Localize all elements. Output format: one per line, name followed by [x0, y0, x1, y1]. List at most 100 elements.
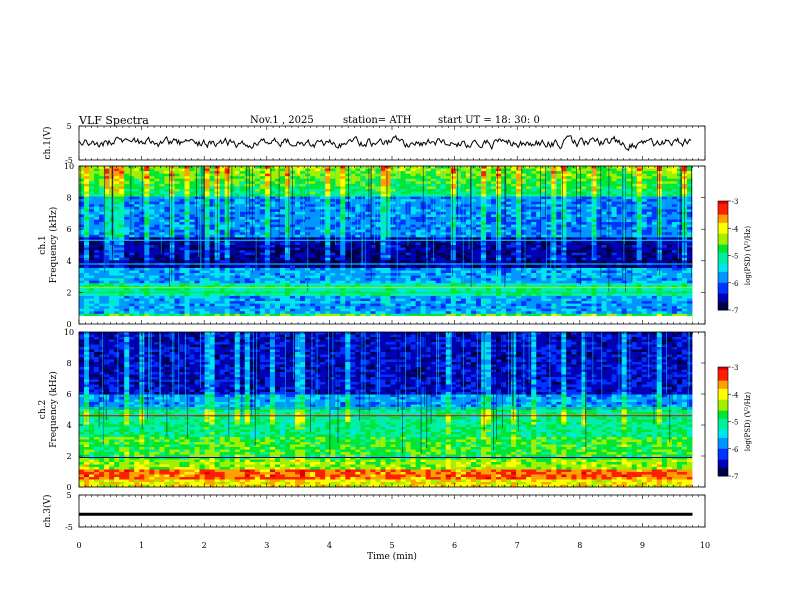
spectrogram-cell: [385, 293, 391, 297]
spectrogram-cell: [370, 183, 376, 187]
spectrogram-cell: [219, 168, 226, 172]
spectrogram-cell: [375, 206, 381, 210]
spectrogram-cell: [199, 306, 206, 310]
spectrogram-cell: [94, 283, 100, 287]
spectrogram-cell: [455, 252, 462, 256]
spectrogram-cell: [340, 171, 346, 175]
spectrogram-cell: [234, 199, 241, 203]
spectrogram-cell: [169, 306, 175, 310]
spectrogram-cell: [475, 188, 482, 192]
spectrogram-cell: [269, 176, 276, 180]
spectrogram-cell: [335, 204, 341, 208]
spectrogram-cell: [375, 295, 381, 299]
spectrogram-cell: [239, 204, 246, 208]
spectrogram-cell: [430, 293, 437, 297]
spectrogram-cell: [164, 301, 170, 305]
spectrogram-cell: [295, 306, 301, 310]
spectrogram-cell: [390, 229, 396, 233]
spectrogram-cell: [144, 222, 150, 226]
spectrogram-cell: [234, 280, 241, 284]
spectrogram-cell: [89, 188, 95, 192]
spectrogram-cell: [204, 278, 211, 282]
spectrogram-cell: [114, 171, 120, 175]
spectrogram-cell: [420, 298, 427, 302]
spectrogram-cell: [144, 301, 150, 305]
spectrogram-cell: [139, 242, 145, 246]
spectrogram-cell: [79, 242, 85, 246]
spectrogram-cell: [470, 168, 477, 172]
spectrogram-cell: [290, 280, 296, 284]
spectrogram-cell: [84, 191, 90, 195]
spectrogram-cell: [320, 288, 326, 292]
spectrogram-cell: [224, 181, 231, 185]
spectrogram-cell: [259, 303, 266, 307]
spectrogram-cell: [219, 303, 226, 307]
spectrogram-cell: [425, 308, 432, 312]
spectrogram-cell: [355, 245, 361, 248]
spectrogram-cell: [350, 255, 356, 259]
spectrogram-cell: [380, 293, 386, 297]
spectrogram-cell: [114, 214, 120, 218]
spectrogram-cell: [189, 234, 195, 238]
spectrogram-cell: [335, 166, 341, 169]
spectrogram-cell: [279, 252, 286, 256]
spectrogram-cell: [435, 245, 442, 248]
spectrogram-cell: [440, 265, 447, 269]
spectrogram-cell: [254, 306, 261, 310]
spectrogram-cell: [84, 188, 90, 192]
spectrogram-cell: [350, 211, 356, 215]
spectrogram-cell: [325, 222, 331, 226]
spectrogram-cell: [410, 166, 417, 169]
spectrogram-cell: [269, 234, 276, 238]
spectrogram-cell: [465, 186, 472, 190]
spectrogram-cell: [84, 209, 90, 213]
spectrogram-cell: [259, 166, 266, 169]
spectrogram-cell: [375, 239, 381, 243]
spectrogram-cell: [104, 239, 110, 243]
spectrogram-cell: [390, 227, 396, 231]
spectrogram-cell: [184, 301, 190, 305]
spectrogram-cell: [395, 219, 401, 223]
spectrogram-cell: [99, 178, 105, 182]
spectrogram-cell: [154, 293, 160, 297]
spectrogram-cell: [274, 229, 281, 233]
spectrogram-cell: [385, 278, 391, 282]
spectrogram-cell: [390, 178, 396, 182]
spectrogram-cell: [385, 219, 391, 223]
spectrogram-cell: [174, 232, 180, 236]
spectrogram-cell: [455, 283, 462, 287]
spectrogram-cell: [119, 186, 125, 190]
spectrogram-cell: [129, 257, 135, 261]
spectrogram-cell: [269, 222, 276, 226]
spectrogram-cell: [385, 306, 391, 310]
spectrogram-cell: [315, 204, 321, 208]
spectrogram-cell: [194, 237, 200, 241]
spectrogram-cell: [380, 211, 386, 215]
spectrogram-cell: [340, 283, 346, 287]
spectrogram-cell: [109, 267, 115, 271]
spectrogram-cell: [134, 171, 140, 175]
spectrogram-cell: [380, 204, 386, 208]
spectrogram-cell: [295, 204, 301, 208]
spectrogram-cell: [129, 166, 135, 169]
spectrogram-cell: [340, 270, 346, 274]
spectrogram-cell: [395, 311, 401, 315]
spectrogram-cell: [104, 176, 110, 180]
spectrogram-cell: [79, 303, 85, 307]
spectrogram-cell: [450, 181, 457, 185]
spectrogram-cell: [99, 196, 105, 200]
spectrogram-cell: [385, 313, 391, 317]
spectrogram-cell: [455, 194, 462, 197]
spectrogram-cell: [415, 308, 422, 312]
spectrogram-cell: [84, 311, 90, 315]
spectrogram-cell: [129, 168, 135, 172]
spectrogram-cell: [239, 247, 246, 251]
spectrogram-cell: [164, 194, 170, 197]
spectrogram-cell: [159, 211, 165, 215]
spectrogram-cell: [425, 250, 432, 254]
spectrogram-cell: [129, 232, 135, 236]
spectrogram-cell: [395, 239, 401, 243]
spectrogram-cell: [340, 178, 346, 182]
spectrogram-cell: [440, 303, 447, 307]
spectrogram-cell: [285, 173, 291, 177]
